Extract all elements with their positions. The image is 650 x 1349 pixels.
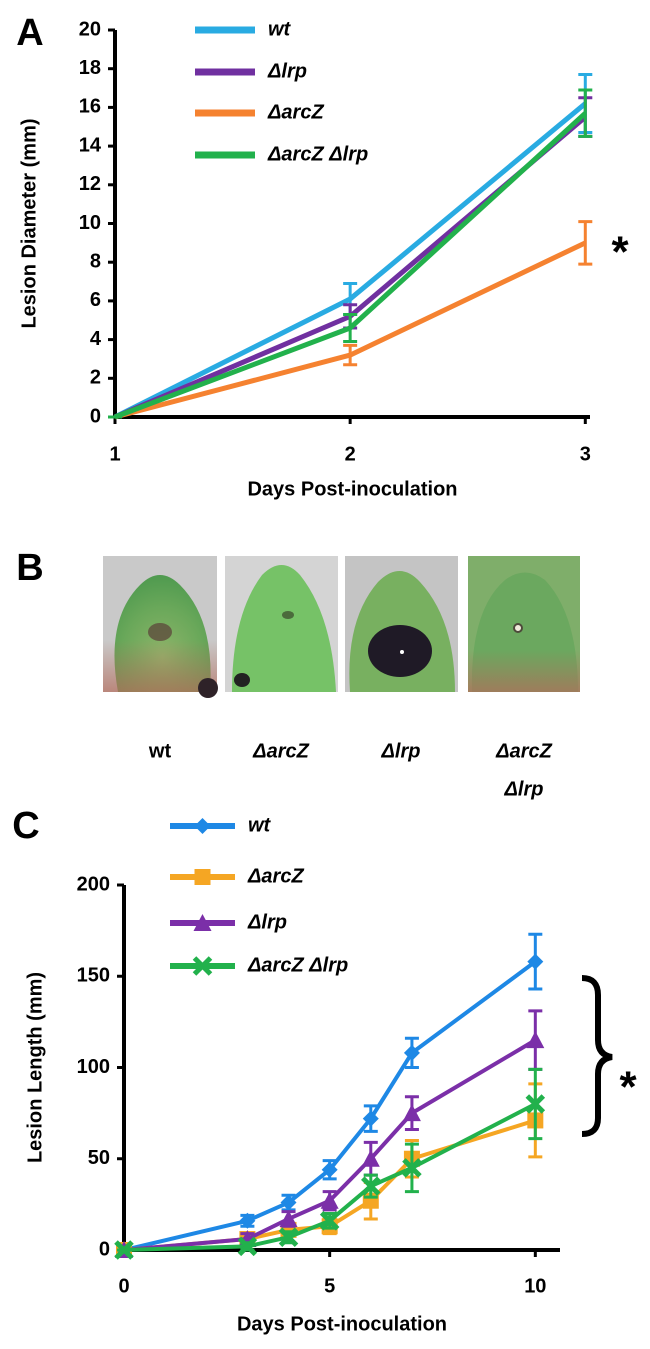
marker [526, 1031, 545, 1049]
y-tick-label: 150 [77, 965, 110, 987]
photo-label: Δlrp [504, 778, 544, 800]
y-axis-title: Lesion Diameter (mm) [18, 118, 40, 328]
marker [193, 914, 212, 931]
legend-label: wt [268, 18, 292, 40]
y-tick-label: 14 [79, 134, 102, 156]
marker [362, 1110, 379, 1127]
x-tick-label: 5 [324, 1275, 335, 1297]
photo [225, 556, 338, 692]
y-tick-label: 12 [79, 173, 101, 195]
photo-label: ΔarcZ [252, 740, 309, 762]
marker [321, 1161, 338, 1178]
legend-label: ΔarcZ Δlrp [267, 143, 368, 165]
y-tick-label: 18 [79, 57, 101, 79]
y-tick-label: 100 [77, 1056, 110, 1078]
photo [345, 556, 458, 692]
marker [192, 956, 213, 976]
marker [237, 1236, 258, 1257]
marker [114, 1240, 134, 1260]
y-tick-label: 0 [99, 1238, 110, 1260]
photo [468, 556, 580, 692]
marker [402, 1158, 422, 1178]
y-tick-label: 0 [90, 405, 101, 427]
photo [103, 556, 218, 698]
marker [527, 953, 544, 970]
legend-label: wt [248, 814, 272, 836]
marker [361, 1149, 380, 1167]
x-axis-title: Days Post-inoculation [237, 1313, 447, 1335]
photo-label: ΔarcZ [495, 740, 552, 762]
y-tick-label: 50 [88, 1147, 110, 1169]
y-tick-label: 16 [79, 96, 101, 118]
legend-label: ΔarcZ [247, 865, 304, 887]
marker [194, 869, 211, 885]
marker [525, 1094, 546, 1114]
y-tick-label: 20 [79, 18, 101, 40]
photo-row [103, 556, 580, 698]
marker [279, 1209, 298, 1227]
legend-label: ΔarcZ [267, 101, 324, 123]
panel-label: B [16, 547, 43, 589]
y-tick-label: 4 [90, 328, 102, 350]
marker [361, 1176, 381, 1196]
marker [319, 1211, 340, 1231]
y-tick-label: 6 [90, 289, 101, 311]
x-tick-label: 0 [118, 1275, 129, 1297]
legend-label: Δlrp [247, 911, 287, 933]
y-tick-label: 2 [90, 367, 101, 389]
y-tick-label: 10 [79, 212, 101, 234]
marker [239, 1212, 256, 1229]
series-line [113, 101, 587, 420]
y-tick-label: 200 [77, 873, 110, 895]
x-tick-label: 3 [580, 443, 591, 465]
marker [403, 1044, 420, 1061]
significance-annotation: * [619, 1063, 637, 1112]
significance-brace [581, 975, 613, 1137]
marker [280, 1194, 297, 1211]
legend-label: ΔarcZ Δlrp [247, 954, 348, 976]
y-tick-label: 8 [90, 250, 101, 272]
marker [402, 1104, 421, 1122]
series-line [114, 111, 587, 420]
significance-annotation: * [611, 228, 629, 277]
photo-label: Δlrp [381, 740, 421, 762]
panel-label: A [16, 12, 43, 54]
series-line [114, 240, 587, 420]
y-axis-title: Lesion Length (mm) [24, 972, 46, 1163]
x-tick-label: 2 [345, 443, 356, 465]
legend-label: Δlrp [267, 60, 307, 82]
marker [194, 818, 211, 834]
x-tick-label: 1 [109, 443, 120, 465]
marker [278, 1227, 299, 1247]
panel-label: C [12, 805, 39, 847]
photo-label: wt [148, 740, 172, 762]
x-axis-title: Days Post-inoculation [247, 478, 457, 500]
x-tick-label: 10 [524, 1275, 546, 1297]
marker [320, 1191, 339, 1209]
